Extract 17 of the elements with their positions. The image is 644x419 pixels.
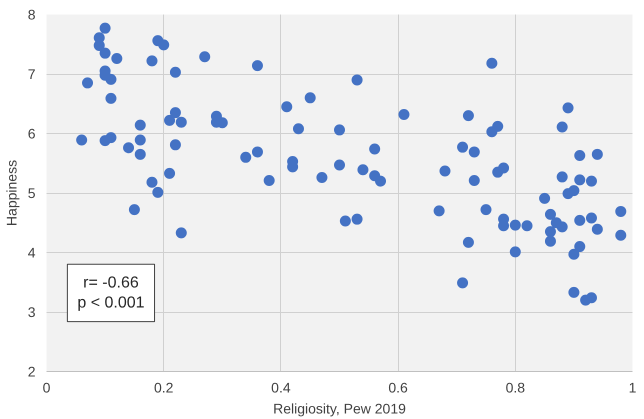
x-tick-label: 0.8 (506, 380, 526, 396)
y-tick-label: 4 (28, 244, 36, 260)
y-tick-label: 6 (28, 126, 36, 142)
y-tick-label: 5 (28, 185, 36, 201)
x-axis-title: Religiosity, Pew 2019 (273, 400, 406, 416)
y-tick-label: 7 (28, 66, 36, 82)
x-tick-label: 0 (42, 380, 51, 396)
annotation: p < 0.001 (77, 294, 145, 312)
annotation: r= -0.66 (83, 274, 139, 292)
y-axis-title: Happiness (4, 160, 20, 226)
y-tick-label: 8 (28, 6, 36, 22)
x-tick-label: 0.4 (271, 380, 291, 396)
x-tick-label: 0.6 (388, 380, 408, 396)
y-tick-label: 3 (28, 304, 36, 320)
x-tick-label: 1 (628, 380, 637, 396)
x-tick-label: 0.2 (154, 380, 174, 396)
y-tick-label: 2 (28, 364, 36, 380)
